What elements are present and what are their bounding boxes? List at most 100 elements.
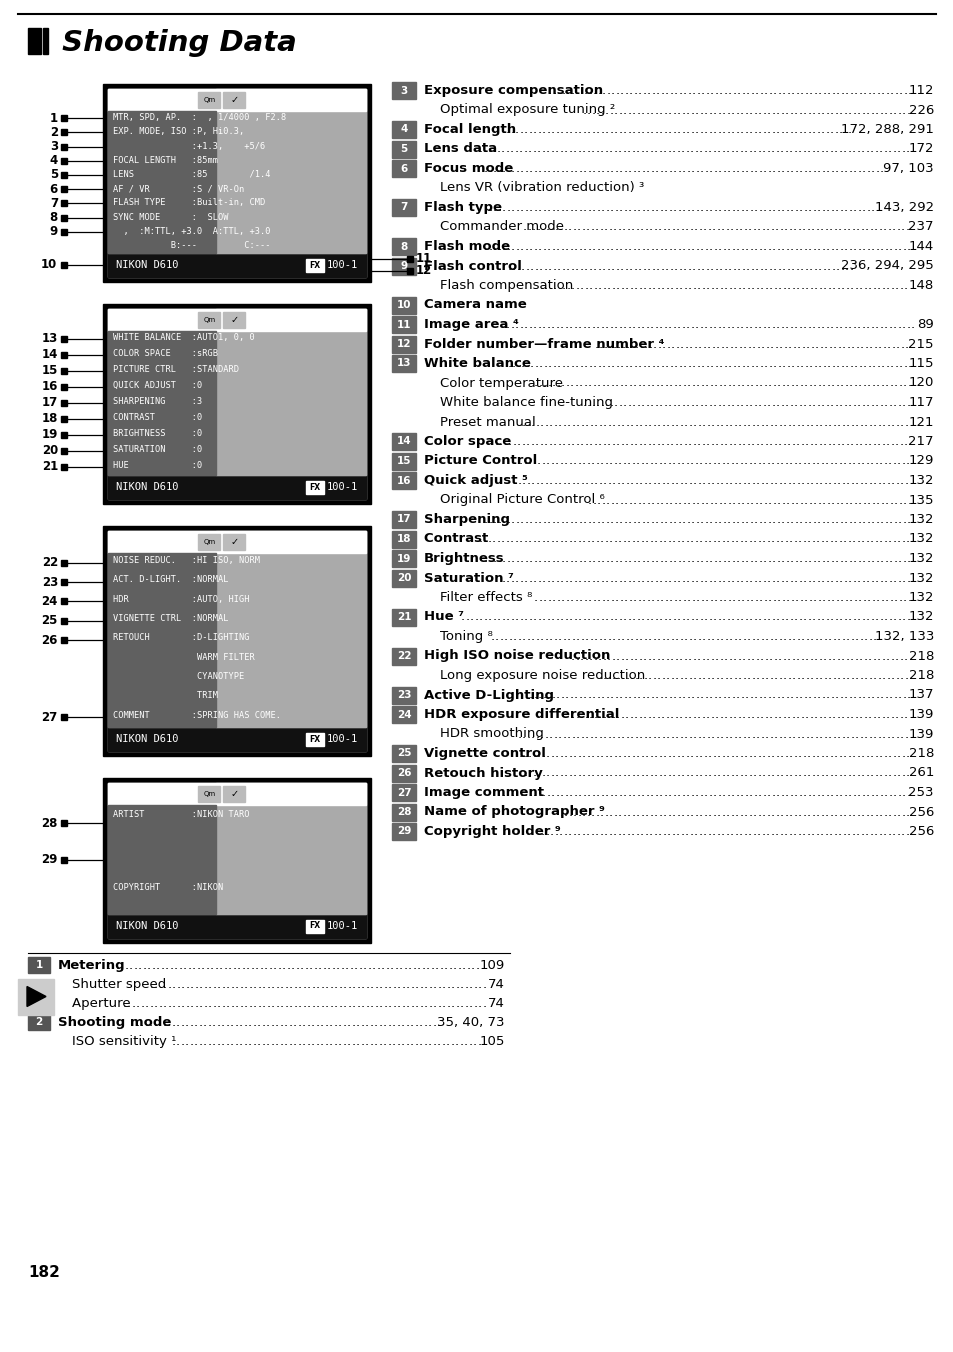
Text: .: . — [789, 376, 794, 389]
Text: .: . — [558, 748, 563, 760]
Text: .: . — [893, 376, 897, 389]
Text: .: . — [510, 611, 514, 623]
Text: .: . — [614, 123, 618, 137]
Text: .: . — [618, 748, 621, 760]
Text: .: . — [779, 748, 783, 760]
Text: .: . — [728, 415, 733, 429]
Text: .: . — [695, 376, 700, 389]
Text: .: . — [721, 512, 726, 526]
Text: .: . — [598, 435, 601, 448]
Text: .: . — [403, 959, 407, 972]
Text: .: . — [718, 376, 721, 389]
Text: 20: 20 — [396, 573, 411, 583]
Text: .: . — [874, 318, 878, 331]
Bar — [108, 553, 216, 727]
Text: .: . — [799, 376, 802, 389]
Text: .: . — [867, 279, 871, 292]
Text: Long exposure noise reduction: Long exposure noise reduction — [439, 669, 644, 681]
Text: .: . — [659, 396, 662, 410]
Text: .: . — [851, 611, 856, 623]
Text: .: . — [856, 104, 861, 116]
Text: .: . — [558, 415, 561, 429]
Text: 21: 21 — [42, 461, 58, 473]
Text: .: . — [520, 260, 524, 273]
Text: .: . — [771, 688, 776, 702]
Text: .: . — [775, 611, 780, 623]
Text: .: . — [800, 708, 803, 721]
Text: .: . — [635, 142, 639, 155]
Text: .: . — [708, 104, 712, 116]
Text: .: . — [577, 767, 580, 780]
Text: .: . — [910, 318, 914, 331]
Bar — [392, 803, 416, 821]
Text: .: . — [862, 357, 866, 370]
Text: .: . — [512, 435, 516, 448]
Bar — [198, 92, 220, 108]
Text: .: . — [632, 493, 637, 507]
Text: .: . — [767, 162, 771, 174]
Text: .: . — [806, 786, 811, 799]
Text: .: . — [712, 142, 716, 155]
Text: .: . — [794, 162, 798, 174]
Text: .: . — [789, 493, 794, 507]
Text: .: . — [811, 104, 815, 116]
Text: .: . — [814, 475, 818, 487]
Text: .: . — [631, 806, 635, 818]
Text: .: . — [741, 708, 745, 721]
Text: .: . — [460, 611, 464, 623]
Text: .: . — [627, 512, 632, 526]
Text: .: . — [273, 959, 276, 972]
Text: .: . — [437, 996, 441, 1010]
Text: .: . — [201, 959, 205, 972]
Text: .: . — [742, 220, 747, 234]
Text: .: . — [124, 959, 129, 972]
Text: .: . — [590, 533, 595, 545]
Text: .: . — [675, 669, 679, 681]
Text: .: . — [765, 748, 770, 760]
Text: .: . — [651, 84, 655, 97]
Text: .: . — [881, 279, 884, 292]
Text: .: . — [833, 142, 837, 155]
Text: .: . — [905, 318, 909, 331]
Text: .: . — [815, 767, 819, 780]
Text: .: . — [831, 649, 835, 662]
Text: .: . — [600, 376, 605, 389]
Text: .: . — [708, 396, 712, 410]
Text: .: . — [771, 512, 776, 526]
Text: .: . — [878, 533, 882, 545]
Text: .: . — [709, 84, 713, 97]
Text: .: . — [744, 376, 749, 389]
Bar — [223, 534, 245, 550]
Text: .: . — [701, 669, 705, 681]
Text: .: . — [902, 376, 906, 389]
Text: .: . — [684, 220, 688, 234]
Text: .: . — [856, 786, 861, 799]
Text: .: . — [852, 376, 857, 389]
Text: .: . — [716, 806, 720, 818]
Text: 26: 26 — [396, 768, 411, 777]
Text: .: . — [900, 825, 903, 838]
Text: .: . — [828, 454, 833, 468]
Text: .: . — [804, 649, 808, 662]
Text: .: . — [686, 201, 690, 214]
Text: .: . — [879, 162, 883, 174]
Text: .: . — [786, 649, 790, 662]
Text: .: . — [762, 552, 766, 565]
Text: .: . — [673, 688, 677, 702]
Text: .: . — [645, 123, 649, 137]
Text: .: . — [190, 996, 194, 1010]
Text: .: . — [147, 959, 151, 972]
Text: .: . — [845, 475, 849, 487]
Text: .: . — [863, 415, 867, 429]
Text: .: . — [834, 396, 838, 410]
Text: .: . — [750, 279, 754, 292]
Text: .: . — [523, 572, 527, 584]
Text: .: . — [221, 977, 226, 991]
Text: .: . — [740, 396, 743, 410]
Text: .: . — [501, 318, 505, 331]
Text: .: . — [749, 201, 753, 214]
Text: .: . — [798, 396, 801, 410]
Text: .: . — [601, 279, 606, 292]
Text: .: . — [861, 396, 864, 410]
Text: .: . — [902, 591, 906, 604]
